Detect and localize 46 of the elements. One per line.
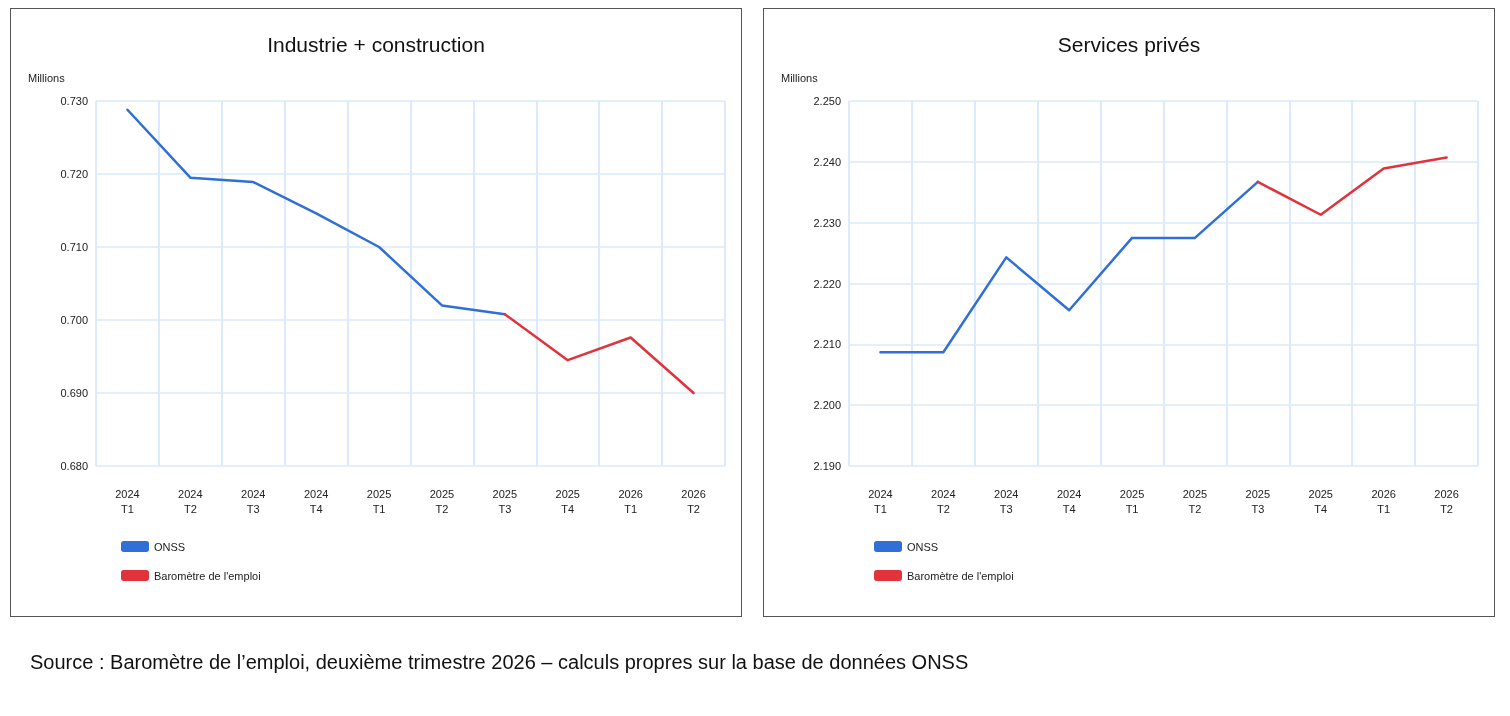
source-note: Source : Baromètre de l’emploi, deuxième trimestre 2026 – calculs propres sur la base de données ONSS: [30, 650, 970, 675]
y-tick-label: 0.720: [60, 168, 88, 180]
x-tick-label: 2025 T4: [555, 487, 580, 515]
y-tick-label: 0.710: [60, 241, 88, 253]
x-tick-label: 2025 T4: [1308, 487, 1333, 515]
y-tick-label: 2.190: [813, 460, 841, 472]
x-tick-label: 2026 T1: [1371, 487, 1396, 515]
legend-label: Baromètre de l'emploi: [907, 569, 1014, 582]
legend-label: ONSS: [154, 540, 186, 553]
x-tick-label: 2026 T2: [1434, 487, 1459, 515]
x-tick-label: 2024 T3: [994, 487, 1019, 515]
y-tick-label: 2.220: [813, 277, 841, 290]
y-axis-title: Millions: [28, 71, 66, 84]
x-tick-label: 2024 T1: [868, 487, 893, 515]
y-axis-title: Millions: [781, 71, 819, 84]
y-tick-label: 2.200: [813, 399, 841, 412]
x-tick-label: 2025 T3: [1245, 487, 1271, 515]
x-tick-label: 2026 T1: [618, 487, 643, 515]
x-tick-label: 2024 T2: [178, 487, 203, 515]
x-tick-label: 2025 T2: [429, 487, 455, 515]
x-tick-label: 2024 T1: [115, 487, 140, 515]
legend-label: Baromètre de l'emploi: [154, 569, 261, 582]
y-tick-label: 2.230: [813, 216, 841, 229]
line-series: [503, 312, 695, 395]
y-tick-label: 0.700: [60, 314, 88, 326]
y-tick-label: 2.240: [813, 155, 841, 168]
x-tick-label: 2024 T4: [303, 487, 329, 515]
x-tick-label: 2024 T4: [1056, 487, 1082, 515]
line-series: [126, 108, 507, 316]
line-series: [879, 180, 1260, 354]
y-tick-label: 0.680: [60, 460, 88, 472]
legend-label: ONSS: [907, 540, 939, 553]
x-tick-label: 2024 T2: [931, 487, 956, 515]
x-tick-label: 2025 T1: [366, 487, 392, 515]
chart-title: Industrie + construction: [267, 33, 485, 56]
x-tick-label: 2024 T3: [241, 487, 266, 515]
y-tick-label: 0.730: [60, 95, 88, 107]
x-tick-label: 2026 T2: [681, 487, 706, 515]
y-tick-label: 0.690: [60, 387, 88, 399]
x-tick-label: 2025 T1: [1119, 487, 1145, 515]
chart-title: Services privés: [1057, 33, 1201, 56]
x-tick-label: 2025 T2: [1182, 487, 1208, 515]
y-tick-label: 2.210: [813, 338, 841, 351]
y-tick-label: 2.250: [813, 95, 841, 107]
x-tick-label: 2025 T3: [492, 487, 518, 515]
line-series: [1256, 156, 1448, 217]
